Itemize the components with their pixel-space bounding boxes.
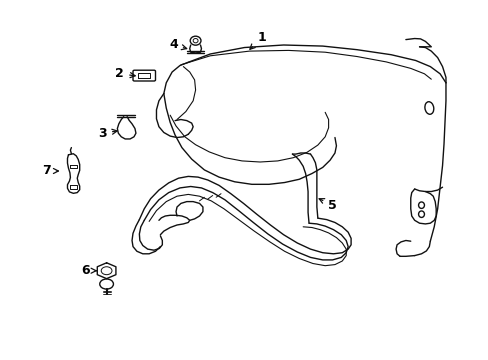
Text: 5: 5 <box>319 199 336 212</box>
Text: 1: 1 <box>249 31 265 49</box>
Text: 4: 4 <box>169 39 186 51</box>
Text: 3: 3 <box>98 127 117 140</box>
Text: 7: 7 <box>42 165 58 177</box>
Text: 6: 6 <box>81 264 96 277</box>
Text: 2: 2 <box>115 67 135 80</box>
